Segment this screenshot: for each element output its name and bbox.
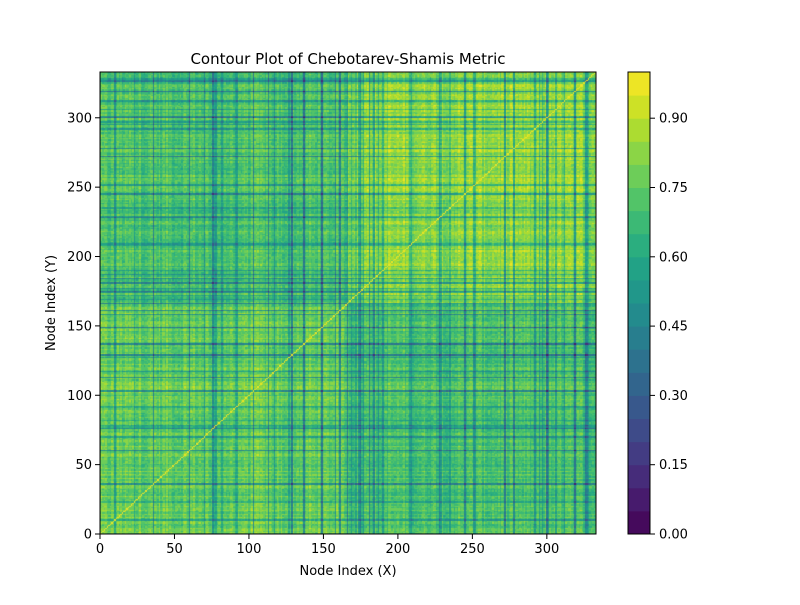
- colorbar-level-band: [628, 141, 650, 165]
- colorbar-level-band: [628, 441, 650, 466]
- x-tick-label: 50: [166, 542, 183, 557]
- colorbar-level-band: [628, 187, 650, 212]
- y-axis-label: Node Index (Y): [44, 255, 59, 351]
- heatmap-canvas: [100, 72, 596, 534]
- colorbar-level-band: [628, 418, 650, 443]
- colorbar-level-band: [628, 349, 650, 373]
- x-tick-label: 150: [311, 542, 336, 557]
- colorbar-tick-label: 0.30: [659, 389, 688, 404]
- colorbar-level-band: [628, 210, 650, 235]
- colorbar-level-band: [628, 326, 650, 350]
- x-axis-ticks: 0 50 100 150 200 250 300: [96, 534, 559, 557]
- colorbar-level-band: [628, 487, 650, 512]
- colorbar-frame: [627, 71, 651, 535]
- colorbar-level-band: [628, 72, 650, 96]
- colorbar-tick-label: 0.45: [659, 320, 688, 335]
- y-axis-ticks: 0 50 100 150 200 250 300: [67, 111, 100, 543]
- colorbar-level-band: [628, 372, 650, 396]
- colorbar-level-band: [628, 510, 650, 535]
- y-tick-label: 250: [67, 181, 92, 196]
- colorbar-ticks: 0.00 0.15 0.30 0.45 0.60 0.75 0.90: [650, 112, 688, 543]
- x-tick-label: 250: [460, 542, 485, 557]
- colorbar-level-band: [628, 464, 650, 489]
- plot-frame: [99, 71, 597, 535]
- x-tick-label: 200: [385, 542, 410, 557]
- y-tick-label: 0: [84, 528, 92, 543]
- x-axis-label: Node Index (X): [299, 564, 396, 579]
- colorbar: [628, 72, 650, 535]
- y-tick-label: 300: [67, 111, 92, 126]
- colorbar-level-band: [628, 256, 650, 281]
- chart-title: Contour Plot of Chebotarev-Shamis Metric: [190, 50, 505, 68]
- heatmap-plot-area: [99, 71, 597, 535]
- colorbar-level-band: [628, 118, 650, 142]
- colorbar-tick-label: 0.60: [659, 250, 688, 265]
- colorbar-tick-label: 0.00: [659, 528, 688, 543]
- x-tick-label: 0: [96, 542, 104, 557]
- y-tick-label: 50: [75, 458, 92, 473]
- colorbar-tick-label: 0.15: [659, 458, 688, 473]
- y-tick-label: 200: [67, 250, 92, 265]
- colorbar-level-band: [628, 279, 650, 304]
- y-tick-label: 150: [67, 319, 92, 334]
- colorbar-level-band: [628, 164, 650, 188]
- heatmap-canvas-holder: [100, 72, 596, 534]
- x-tick-label: 100: [237, 542, 262, 557]
- colorbar-tick-label: 0.90: [659, 112, 688, 127]
- y-tick-label: 100: [67, 389, 92, 404]
- colorbar-level-band: [628, 395, 650, 419]
- colorbar-level-band: [628, 233, 650, 258]
- colorbar-tick-label: 0.75: [659, 181, 688, 196]
- colorbar-level-band: [628, 303, 650, 327]
- colorbar-level-band: [628, 95, 650, 119]
- x-tick-label: 300: [534, 542, 559, 557]
